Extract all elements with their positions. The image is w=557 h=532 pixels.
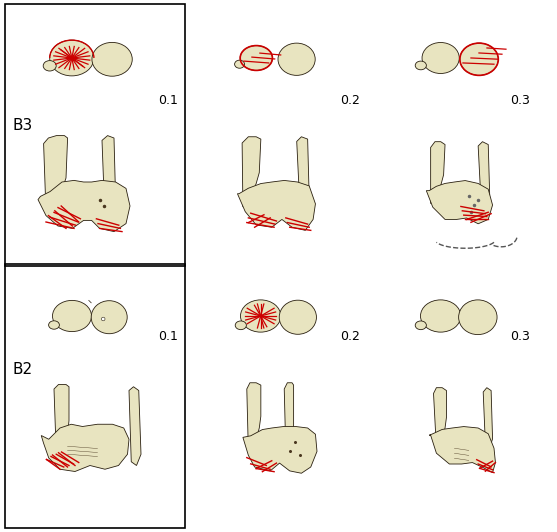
Ellipse shape (422, 43, 459, 73)
Polygon shape (483, 388, 492, 448)
Ellipse shape (48, 321, 60, 329)
Polygon shape (433, 388, 447, 448)
Ellipse shape (421, 300, 461, 332)
Ellipse shape (92, 43, 132, 76)
Ellipse shape (235, 321, 246, 330)
Bar (5, 4, 185, 266)
Polygon shape (426, 180, 492, 224)
Text: 0.1: 0.1 (158, 330, 178, 344)
Ellipse shape (234, 60, 245, 68)
Polygon shape (237, 180, 315, 230)
Text: 0.3: 0.3 (510, 330, 530, 344)
Ellipse shape (415, 321, 426, 330)
Polygon shape (54, 385, 69, 454)
Bar (5, 264, 185, 528)
Polygon shape (247, 383, 261, 451)
Ellipse shape (278, 43, 315, 76)
Polygon shape (129, 387, 141, 466)
Polygon shape (284, 383, 294, 451)
Ellipse shape (241, 300, 281, 332)
Ellipse shape (101, 317, 105, 321)
Text: 0.2: 0.2 (340, 94, 360, 106)
Polygon shape (43, 136, 67, 212)
Ellipse shape (415, 61, 426, 70)
Polygon shape (297, 137, 309, 210)
Polygon shape (431, 142, 445, 204)
Polygon shape (429, 427, 495, 472)
Text: 0.2: 0.2 (340, 330, 360, 344)
Ellipse shape (52, 301, 91, 331)
Polygon shape (102, 136, 116, 207)
Polygon shape (243, 427, 317, 473)
Text: B3: B3 (12, 118, 32, 132)
Ellipse shape (458, 300, 497, 335)
Text: B2: B2 (12, 362, 32, 378)
Polygon shape (478, 142, 490, 206)
Polygon shape (41, 424, 129, 471)
Ellipse shape (91, 301, 127, 334)
Text: 0.3: 0.3 (510, 94, 530, 106)
Ellipse shape (50, 40, 94, 76)
Ellipse shape (43, 61, 56, 71)
Ellipse shape (279, 300, 316, 334)
Text: 0.1: 0.1 (158, 94, 178, 106)
Polygon shape (38, 180, 130, 231)
Ellipse shape (460, 43, 499, 76)
Ellipse shape (240, 46, 272, 70)
Polygon shape (242, 137, 261, 207)
